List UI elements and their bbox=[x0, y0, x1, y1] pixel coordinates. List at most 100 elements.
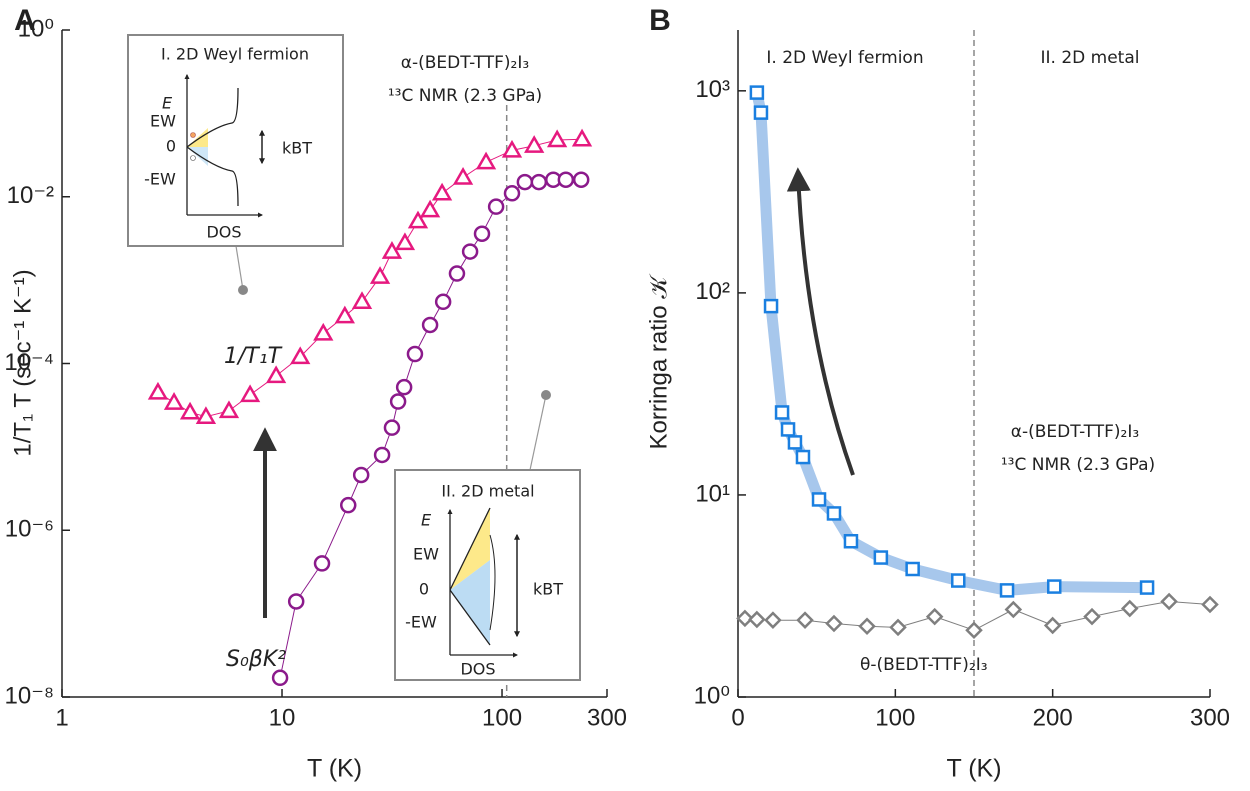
marker bbox=[795, 449, 811, 465]
inset-label: E bbox=[421, 511, 432, 530]
marker bbox=[501, 139, 523, 158]
series-label: S₀βK² bbox=[226, 647, 286, 672]
y-tick-label: 10⁻⁴ bbox=[4, 349, 54, 376]
marker bbox=[753, 105, 769, 120]
x-axis-title: T (K) bbox=[307, 755, 362, 783]
x-tick-label: 200 bbox=[1033, 704, 1073, 731]
y-tick-label: 10¹ bbox=[695, 480, 730, 507]
marker bbox=[394, 232, 416, 251]
marker bbox=[965, 621, 983, 640]
marker bbox=[1004, 600, 1023, 619]
inset-metal: II. 2D metal E EW 0 -EW kBT DOS bbox=[394, 390, 581, 681]
marker bbox=[406, 345, 424, 363]
series-label: 1/T₁T bbox=[224, 344, 283, 369]
marker bbox=[218, 400, 240, 419]
marker bbox=[313, 555, 331, 572]
marker bbox=[1046, 579, 1062, 594]
marker bbox=[774, 405, 790, 420]
y-axis-title: Korringa ratio 𝒦 bbox=[645, 273, 672, 450]
marker bbox=[421, 316, 439, 334]
marker bbox=[925, 607, 944, 626]
marker bbox=[1083, 607, 1101, 626]
inset-label: -EW bbox=[405, 613, 437, 632]
marker bbox=[749, 85, 765, 100]
x-tick-label: 0 bbox=[731, 704, 744, 731]
marker bbox=[748, 610, 766, 629]
marker bbox=[736, 609, 754, 628]
inset-label: EW bbox=[413, 545, 439, 564]
marker bbox=[434, 293, 452, 311]
marker bbox=[951, 573, 966, 588]
marker bbox=[389, 393, 407, 410]
inset-label: kBT bbox=[282, 139, 312, 158]
y-tick-label: 10⁻⁸ bbox=[5, 682, 55, 709]
marker bbox=[487, 198, 505, 215]
marker bbox=[195, 406, 217, 424]
annotation: α-(BEDT-TTF)₂I₃ bbox=[1011, 422, 1139, 442]
marker bbox=[843, 533, 859, 549]
annotation: ¹³C NMR (2.3 GPa) bbox=[1001, 455, 1155, 475]
x-tick-label: 100 bbox=[482, 704, 522, 731]
x-tick-label: 300 bbox=[1190, 704, 1230, 731]
marker bbox=[571, 128, 593, 147]
inset-title: II. 2D metal bbox=[441, 482, 534, 501]
marker bbox=[271, 669, 289, 687]
y-tick-label: 10⁰ bbox=[18, 15, 54, 42]
inset-label: DOS bbox=[206, 223, 241, 242]
inset-label: DOS bbox=[460, 660, 495, 679]
marker bbox=[889, 618, 907, 637]
marker bbox=[763, 298, 779, 314]
annotation: α-(BEDT-TTF)₂I₃ bbox=[401, 53, 529, 73]
inset-label: kBT bbox=[533, 580, 563, 599]
marker bbox=[381, 241, 403, 259]
marker bbox=[1120, 599, 1139, 618]
marker bbox=[395, 378, 413, 396]
marker bbox=[473, 225, 491, 242]
panel-label: B bbox=[649, 4, 671, 37]
marker bbox=[383, 419, 401, 436]
series-line bbox=[751, 87, 1153, 596]
marker bbox=[787, 435, 803, 450]
y-tick-label: 10⁰ bbox=[694, 682, 730, 709]
marker bbox=[419, 199, 441, 218]
marker bbox=[313, 322, 334, 341]
marker bbox=[557, 171, 575, 188]
marker bbox=[452, 167, 474, 185]
annotation: II. 2D metal bbox=[1041, 48, 1140, 68]
marker bbox=[780, 422, 796, 437]
inset-label: -EW bbox=[144, 170, 176, 189]
marker bbox=[179, 401, 201, 420]
annotation: I. 2D Weyl fermion bbox=[766, 48, 923, 68]
marker bbox=[431, 182, 453, 201]
inset-label: 0 bbox=[419, 580, 429, 599]
marker bbox=[825, 614, 843, 633]
inset-weyl: I. 2D Weyl fermion E EW 0 -EW kBT DOS bbox=[127, 34, 344, 295]
marker bbox=[546, 129, 568, 148]
marker bbox=[287, 593, 305, 610]
marker bbox=[290, 346, 311, 365]
y-tick-label: 10⁻⁶ bbox=[5, 516, 54, 543]
marker bbox=[351, 291, 373, 310]
inset-label: EW bbox=[150, 112, 176, 131]
marker bbox=[475, 151, 497, 170]
inset-label: E bbox=[162, 94, 173, 113]
marker bbox=[265, 365, 287, 384]
inset-title: I. 2D Weyl fermion bbox=[161, 45, 309, 64]
marker bbox=[339, 496, 357, 514]
x-tick-label: 1 bbox=[55, 704, 68, 731]
annotation: ¹³C NMR (2.3 GPa) bbox=[388, 86, 542, 106]
marker bbox=[572, 171, 590, 188]
marker bbox=[796, 611, 814, 629]
inset-label: 0 bbox=[166, 137, 176, 156]
marker bbox=[1160, 592, 1178, 611]
marker bbox=[334, 305, 355, 324]
marker bbox=[1043, 616, 1062, 635]
marker bbox=[352, 466, 370, 484]
marker bbox=[826, 506, 842, 521]
marker bbox=[516, 173, 534, 191]
marker bbox=[239, 384, 261, 403]
marker bbox=[373, 446, 391, 464]
x-axis-title: T (K) bbox=[946, 755, 1001, 783]
marker bbox=[764, 611, 782, 629]
